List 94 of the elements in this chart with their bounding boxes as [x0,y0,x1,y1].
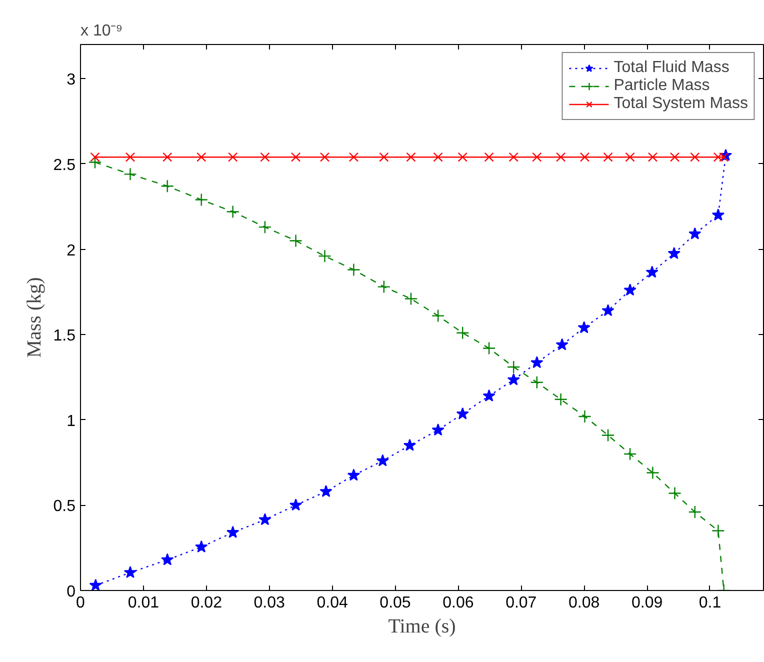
point [320,484,332,497]
point [668,486,682,500]
y-tick-label: 2 [66,242,76,260]
point [578,321,590,334]
point [646,466,660,480]
point [530,356,544,368]
point [507,373,520,386]
legend-label: Total System Mass [614,95,748,113]
x-tick-label: 0.02 [190,594,222,612]
point [602,304,614,316]
point [195,540,208,552]
point [162,152,172,162]
x-tick-label: 0.1 [698,594,722,612]
x-tick-label: 0.07 [506,594,537,612]
point [556,338,568,350]
point [403,438,416,451]
point [226,205,240,218]
y-tick-label: 0.5 [53,498,76,516]
point [318,249,332,263]
point [712,524,725,538]
point [432,424,444,436]
point [532,152,542,162]
point [379,152,389,162]
point [603,152,613,162]
y-tick-label: 0 [66,584,76,600]
point [124,566,137,578]
point [89,578,102,590]
x-tick-label: 0.06 [442,594,474,612]
point [377,280,391,294]
point [484,152,494,162]
y-tick-label: 1 [66,412,76,430]
point [124,168,137,181]
x-tick-label: 0.08 [568,594,600,612]
point [580,152,590,162]
point [578,410,592,424]
point [601,428,615,442]
point [433,152,443,162]
point [624,284,636,296]
point [161,553,174,566]
x-tick-label: 0.09 [631,594,663,612]
point [125,152,136,162]
point [289,498,302,511]
point [320,152,330,162]
x-tick-label: 0.03 [254,594,286,612]
point [194,193,208,206]
point [646,266,658,278]
point [508,152,518,162]
y-tick-label: 2.5 [53,156,76,174]
point [228,152,238,162]
y-axis-title: Mass (kg) [23,277,46,358]
point [670,152,680,162]
point [458,152,468,162]
point [482,389,496,402]
point [431,309,445,322]
point [554,392,568,406]
point [688,227,702,240]
point [482,342,496,355]
y-tick-label: 3 [66,72,76,89]
x-axis-title: Time (s) [388,616,456,638]
point [348,152,359,162]
point [226,526,240,538]
point [260,152,270,162]
point [506,360,520,374]
legend-label: Particle Mass [614,77,710,95]
point [625,152,635,162]
point [456,326,470,340]
point [530,376,544,389]
point [90,152,100,162]
point [258,220,272,234]
x-tick-label: 0.01 [128,594,160,612]
legend-label: Total Fluid Mass [614,59,730,77]
point [258,513,272,526]
text: x 10⁻⁹ [80,22,123,40]
x-tick-label: 0.05 [380,594,411,612]
point [556,152,566,162]
point [712,208,724,221]
point [690,152,700,162]
x-tick-label: 0.04 [316,594,348,612]
point [347,468,360,481]
point [88,156,102,169]
point [668,246,680,259]
point [289,234,302,248]
point [376,454,389,466]
point [456,407,469,420]
y-tick-label: 1.5 [53,328,76,345]
point [196,152,206,162]
point [406,152,416,162]
point [688,505,702,519]
point [290,152,301,162]
point [160,180,174,193]
point [347,263,360,276]
point [623,447,637,461]
point [648,152,658,162]
point [404,292,418,306]
